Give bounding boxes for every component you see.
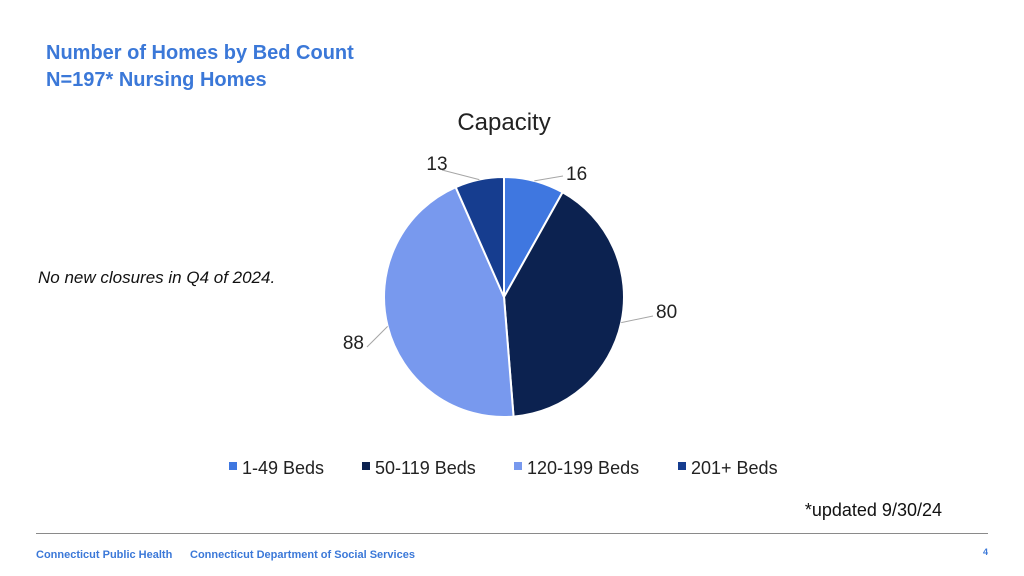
legend-label-120-199-beds: 120-199 Beds [527, 458, 639, 478]
legend-label-201-beds: 201+ Beds [691, 458, 778, 478]
footer-middle-text: Connecticut Department of Social Service… [190, 549, 415, 561]
chart-title: Capacity [457, 109, 550, 136]
slide-title: Number of Homes by Bed Count N=197* Nurs… [46, 40, 354, 94]
title-line-1: Number of Homes by Bed Count [46, 42, 354, 64]
legend-swatch-1-49-beds [229, 462, 237, 470]
data-label-1-49-beds: 16 [566, 164, 587, 185]
legend-swatch-120-199-beds [514, 462, 522, 470]
leader-line-120-199-beds [366, 326, 388, 348]
legend-swatch-50-119-beds [362, 462, 370, 470]
pie-chart: Capacity 16 80 88 13 1-49 Beds 50-119 Beds 120-… [229, 109, 778, 478]
update-footnote: *updated 9/30/24 [804, 500, 942, 520]
legend-label-1-49-beds: 1-49 Beds [242, 458, 324, 478]
page-number: 4 [982, 547, 988, 557]
data-label-201-beds: 13 [426, 154, 447, 175]
legend-swatch-201-beds [678, 462, 686, 470]
data-label-50-119-beds: 80 [656, 302, 677, 323]
leader-line-50-119-beds [621, 315, 654, 324]
legend-label-50-119-beds: 50-119 Beds [375, 458, 476, 478]
leader-line-1-49-beds [534, 175, 564, 182]
leader-line-201-beds [441, 169, 480, 181]
closure-note: No new closures in Q4 of 2024. [38, 268, 276, 287]
title-line-2: N=197* Nursing Homes [46, 69, 267, 91]
footer-left-text: Connecticut Public Health [36, 549, 173, 561]
pie-slice-120-199-beds [383, 185, 515, 418]
data-label-120-199-beds: 88 [343, 333, 364, 354]
footer-divider [36, 533, 988, 534]
